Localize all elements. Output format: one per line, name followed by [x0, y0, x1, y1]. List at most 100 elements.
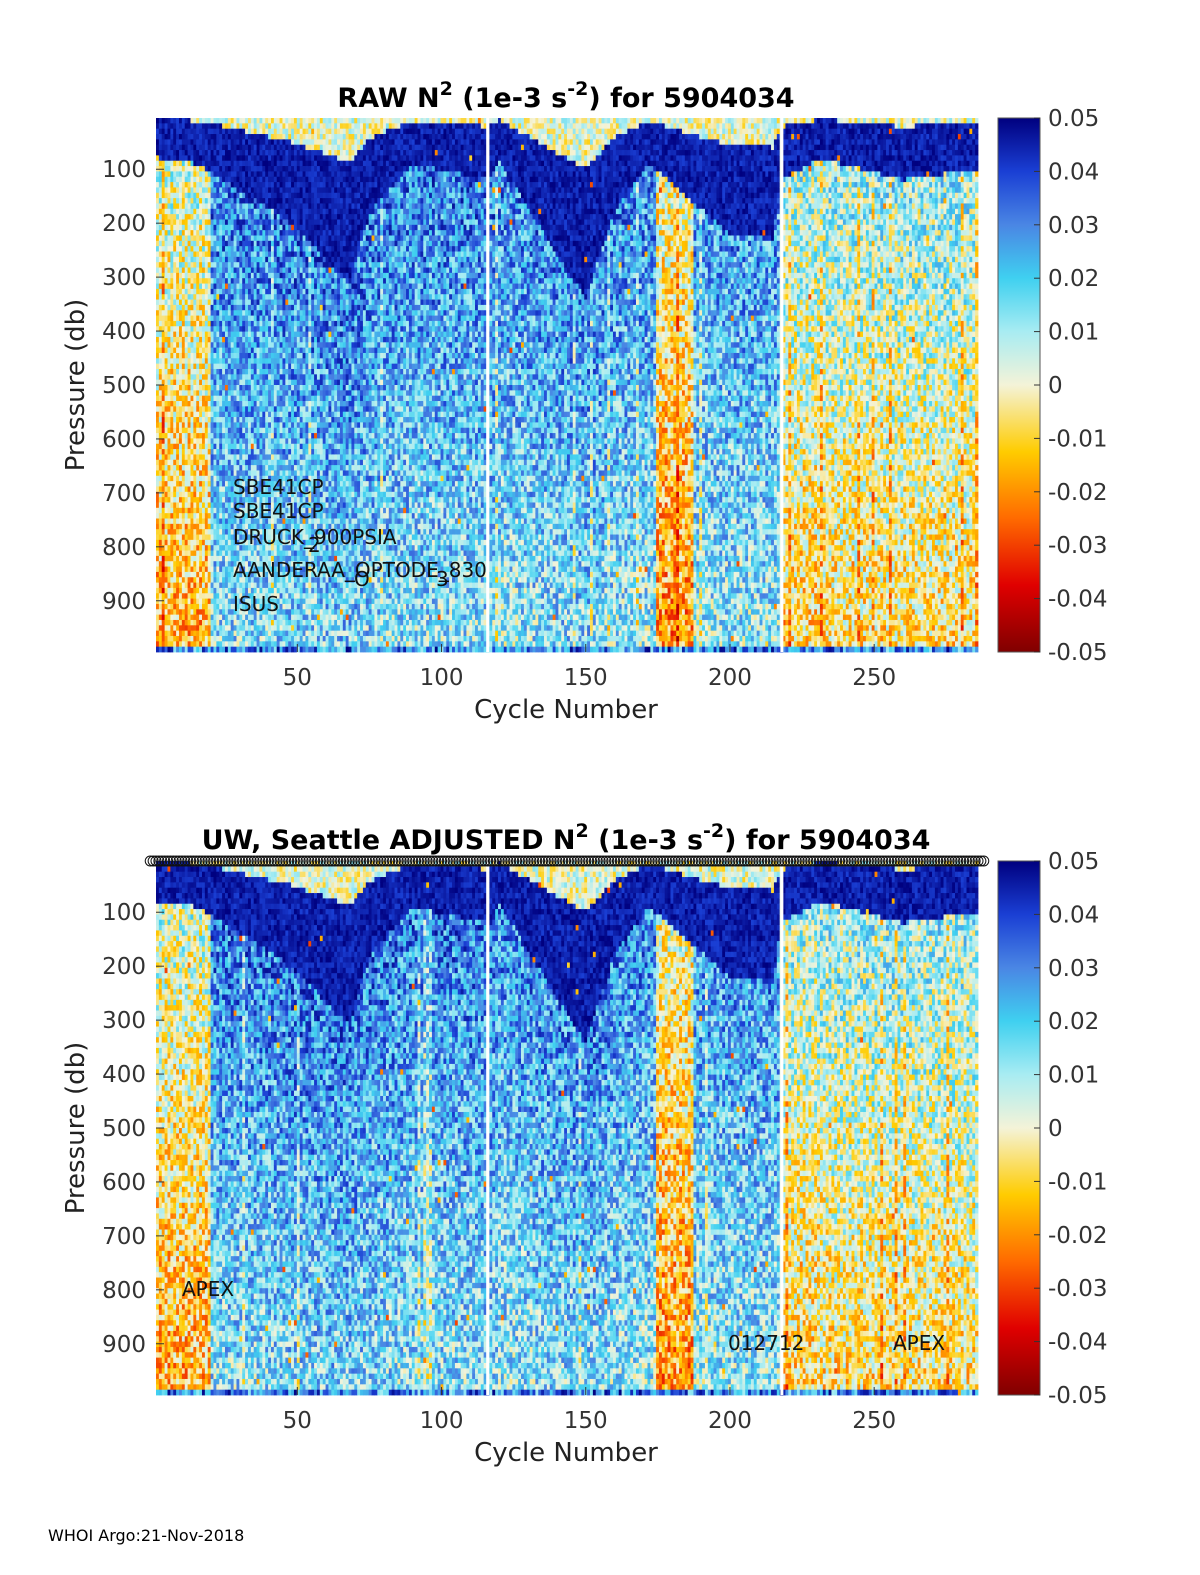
heatmap-cell	[168, 588, 171, 594]
heatmap-cell	[170, 337, 173, 343]
heatmap-cell	[159, 145, 162, 151]
heatmap-cell	[213, 620, 216, 626]
heatmap-cell	[202, 524, 205, 530]
heatmap-cell	[159, 129, 162, 135]
heatmap-cell	[162, 198, 165, 204]
heatmap-cell	[216, 182, 219, 188]
heatmap-cell	[222, 401, 225, 407]
heatmap-cell	[165, 171, 168, 177]
heatmap-cell	[156, 358, 159, 364]
heatmap-cell	[176, 460, 179, 466]
heatmap-cell	[228, 161, 231, 167]
heatmap-cell	[205, 551, 208, 557]
heatmap-cell	[173, 187, 176, 193]
heatmap-cell	[162, 321, 165, 327]
heatmap-cell	[176, 396, 179, 402]
heatmap-cell	[219, 604, 222, 610]
heatmap-cell	[188, 545, 191, 551]
heatmap-cell	[205, 219, 208, 225]
heatmap-cell	[162, 150, 165, 156]
heatmap-cell	[199, 337, 202, 343]
heatmap-cell	[222, 155, 225, 161]
heatmap-cell	[222, 428, 225, 434]
heatmap-cell	[199, 268, 202, 274]
heatmap-cell	[185, 214, 188, 220]
heatmap-cell	[208, 561, 211, 567]
heatmap-cell	[219, 268, 222, 274]
heatmap-cell	[196, 273, 199, 279]
heatmap-cell	[213, 300, 216, 306]
heatmap-cell	[156, 524, 159, 530]
heatmap-cell	[205, 406, 208, 412]
heatmap-cell	[162, 278, 165, 284]
heatmap-cell	[208, 529, 211, 535]
heatmap-cell	[188, 305, 191, 311]
heatmap-cell	[196, 647, 199, 653]
heatmap-cell	[205, 449, 208, 455]
heatmap-cell	[168, 572, 171, 578]
heatmap-cell	[216, 337, 219, 343]
heatmap-cell	[222, 316, 225, 322]
heatmap-cell	[193, 433, 196, 439]
heatmap-cell	[225, 583, 228, 589]
heatmap-cell	[179, 310, 182, 316]
heatmap-cell	[211, 182, 214, 188]
heatmap-cell	[208, 155, 211, 161]
heatmap-cell	[213, 246, 216, 252]
heatmap-cell	[228, 438, 231, 444]
heatmap-cell	[199, 599, 202, 605]
heatmap-cell	[159, 284, 162, 290]
heatmap-cell	[225, 326, 228, 332]
heatmap-cell	[196, 145, 199, 151]
heatmap-cell	[211, 187, 214, 193]
heatmap-cell	[179, 332, 182, 338]
heatmap-cell	[211, 556, 214, 562]
heatmap-cell	[205, 187, 208, 193]
heatmap-cell	[179, 593, 182, 599]
heatmap-cell	[173, 321, 176, 327]
heatmap-cell	[216, 545, 219, 551]
heatmap-cell	[179, 305, 182, 311]
heatmap-cell	[162, 129, 165, 135]
heatmap-cell	[208, 460, 211, 466]
heatmap-cell	[162, 241, 165, 247]
heatmap-cell	[182, 497, 185, 503]
heatmap-cell	[202, 305, 205, 311]
heatmap-cell	[156, 583, 159, 589]
heatmap-cell	[222, 508, 225, 514]
heatmap-cell	[188, 129, 191, 135]
heatmap-cell	[208, 300, 211, 306]
heatmap-cell	[205, 166, 208, 172]
heatmap-cell	[219, 257, 222, 263]
heatmap-cell	[211, 310, 214, 316]
heatmap-cell	[216, 620, 219, 626]
heatmap-cell	[173, 118, 176, 124]
heatmap-cell	[159, 502, 162, 508]
heatmap-cell	[168, 567, 171, 573]
heatmap-cell	[205, 123, 208, 129]
heatmap-cell	[165, 647, 168, 653]
heatmap-cell	[205, 540, 208, 546]
heatmap-cell	[170, 358, 173, 364]
heatmap-cell	[196, 214, 199, 220]
heatmap-cell	[188, 390, 191, 396]
heatmap-cell	[170, 203, 173, 209]
heatmap-cell	[205, 641, 208, 647]
heatmap-cell	[179, 497, 182, 503]
heatmap-cell	[185, 246, 188, 252]
heatmap-cell	[159, 519, 162, 525]
heatmap-cell	[196, 369, 199, 375]
heatmap-cell	[208, 129, 211, 135]
heatmap-cell	[216, 300, 219, 306]
heatmap-cell	[179, 641, 182, 647]
heatmap-cell	[211, 219, 214, 225]
heatmap-cell	[211, 374, 214, 380]
heatmap-cell	[165, 529, 168, 535]
heatmap-cell	[213, 374, 216, 380]
heatmap-cell	[165, 588, 168, 594]
heatmap-cell	[196, 123, 199, 129]
heatmap-cell	[170, 625, 173, 631]
heatmap-cell	[179, 316, 182, 322]
heatmap-cell	[159, 604, 162, 610]
heatmap-cell	[222, 609, 225, 615]
